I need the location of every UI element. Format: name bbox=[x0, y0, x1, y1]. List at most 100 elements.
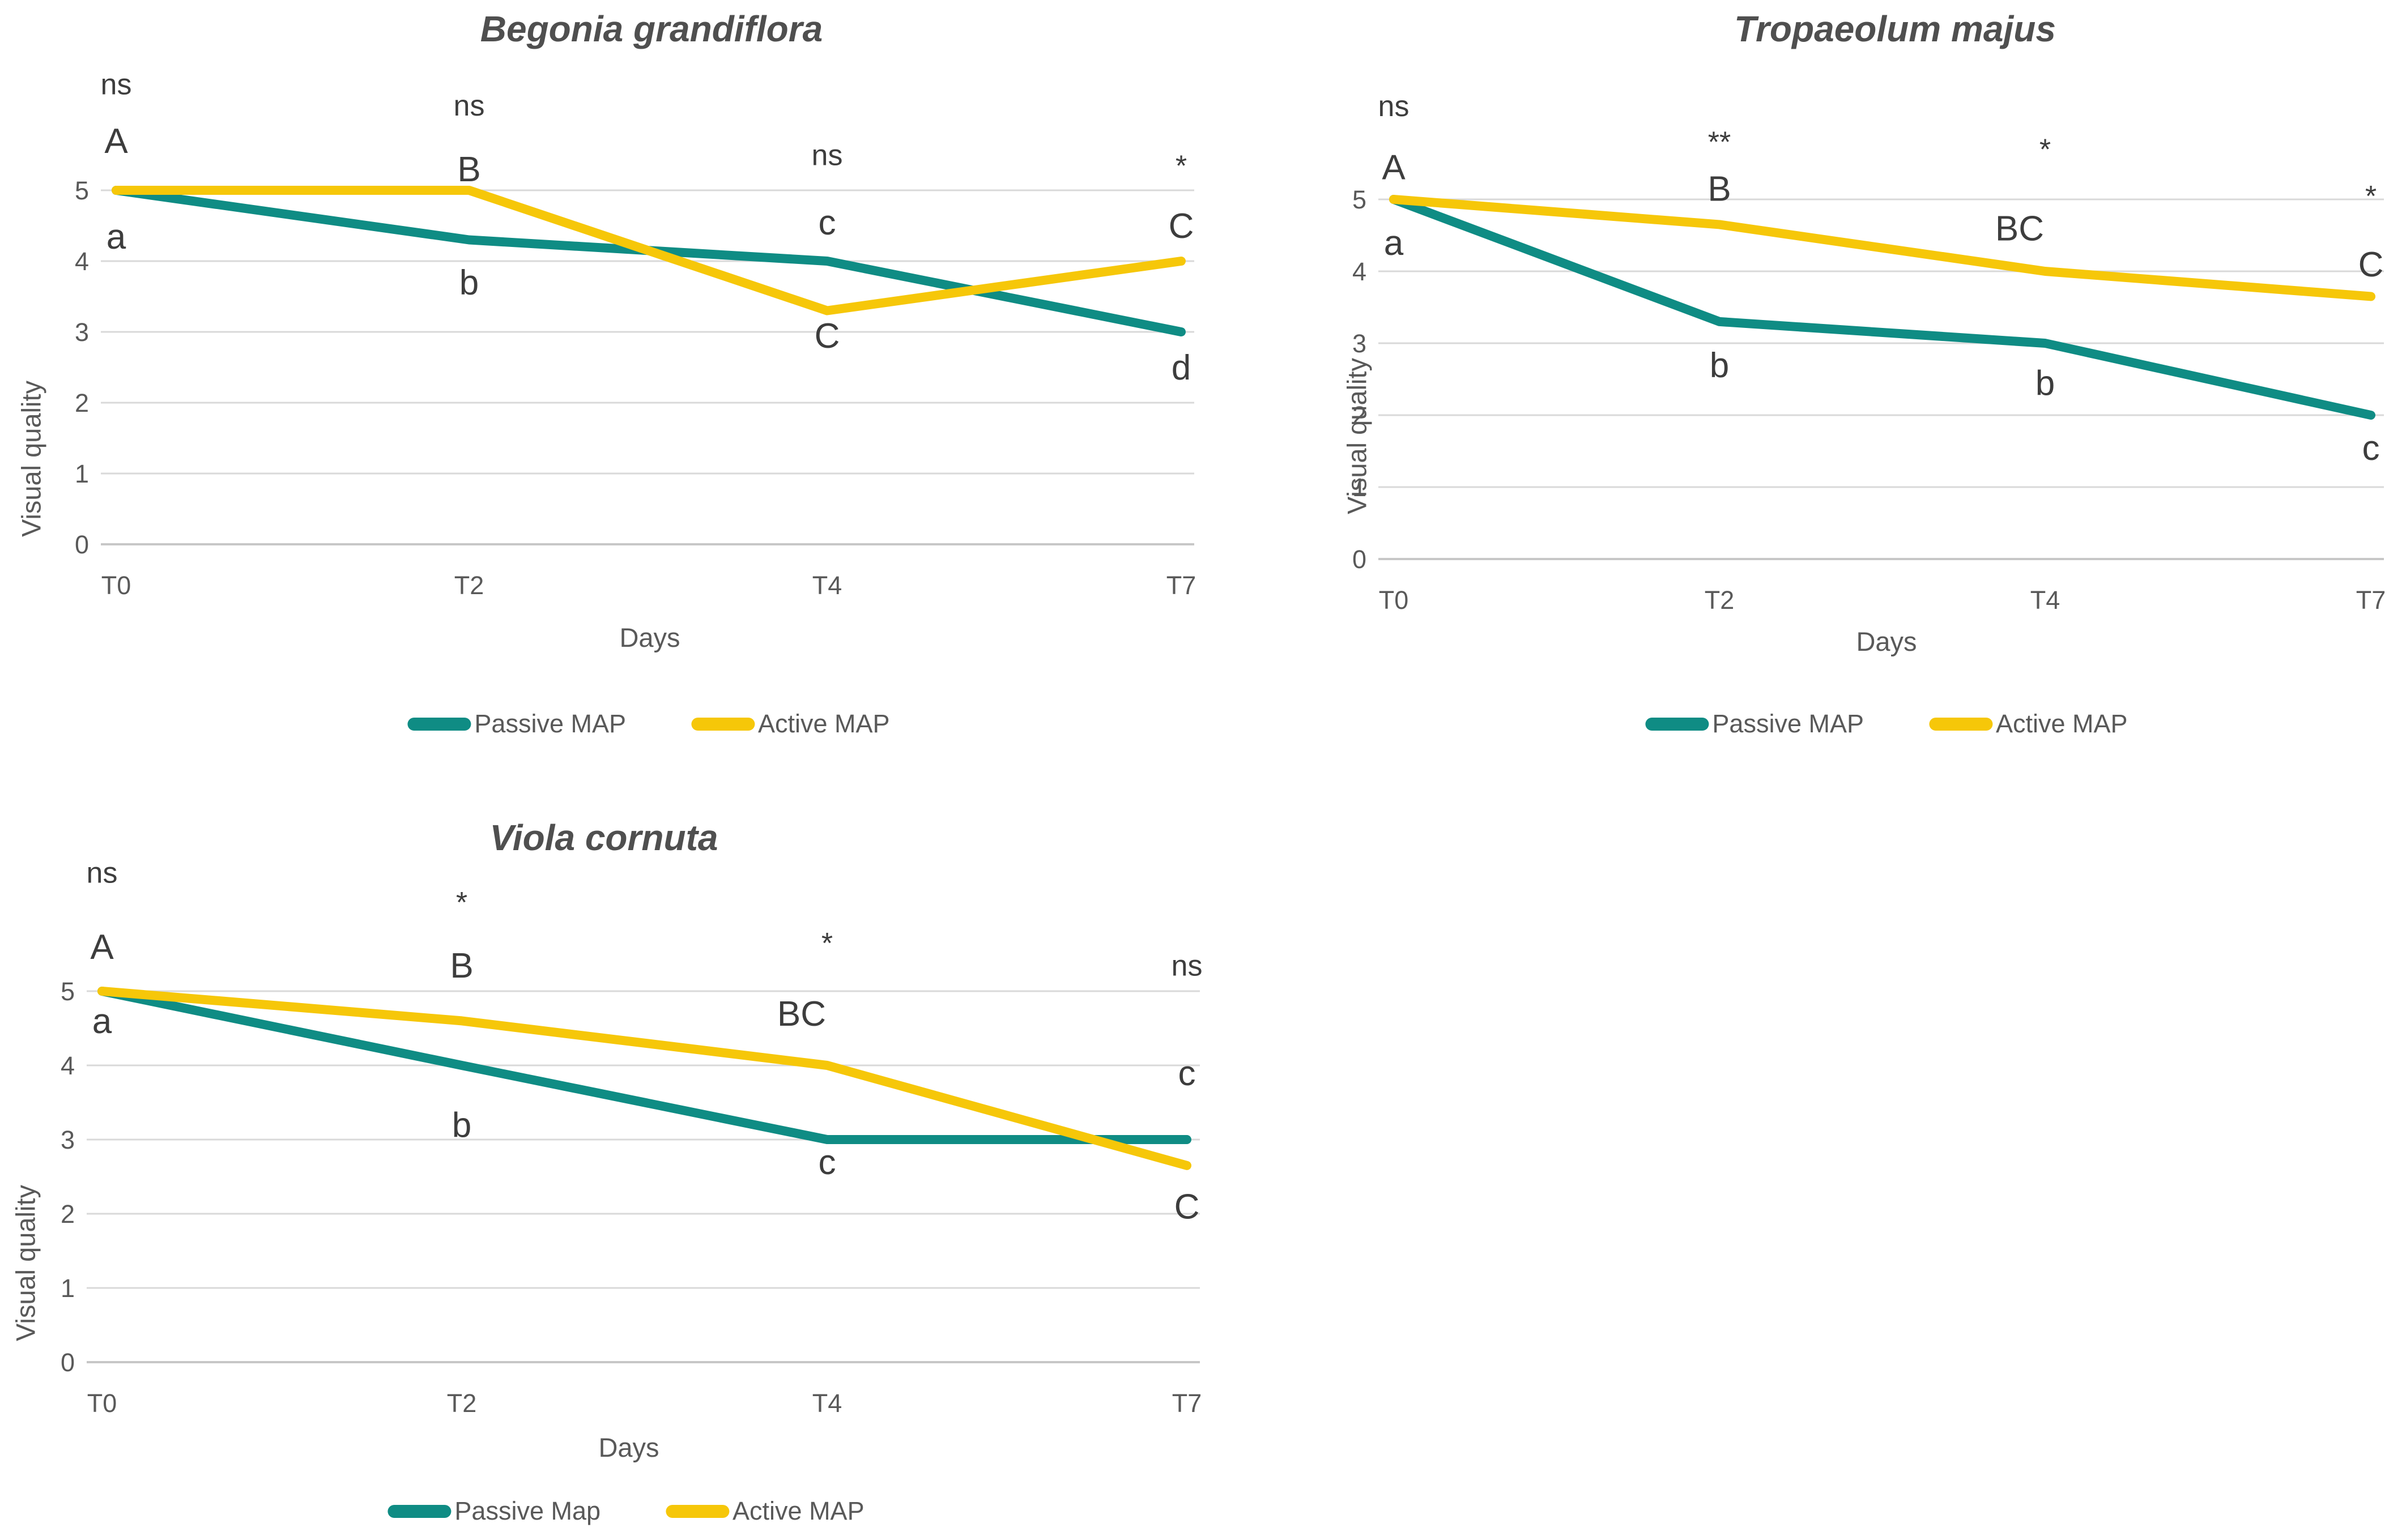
legend-item-passive: Passive MAP bbox=[407, 709, 626, 739]
y-tick-label: 3 bbox=[75, 318, 89, 347]
y-tick-label: 1 bbox=[1352, 473, 1366, 502]
x-tick-label: T4 bbox=[812, 571, 842, 600]
x-tick-label: T4 bbox=[2030, 586, 2060, 615]
significance-marker: * bbox=[821, 927, 833, 960]
letter-annotation: a bbox=[92, 1002, 112, 1041]
letter-annotation: b bbox=[2035, 364, 2055, 403]
chart-viola-cornuta: Viola cornuta Visual quality 0 1 2 3 4 5 T0 T2 T… bbox=[0, 793, 1263, 1540]
letter-annotation: d bbox=[1172, 348, 1191, 387]
letter-annotation: C bbox=[1169, 207, 1194, 246]
letter-annotation: a bbox=[107, 217, 126, 257]
x-tick-label: T7 bbox=[1166, 571, 1196, 600]
legend-item-passive: Passive Map bbox=[387, 1496, 601, 1526]
letter-annotation: c bbox=[819, 1143, 836, 1182]
y-tick-label: 5 bbox=[75, 176, 89, 205]
significance-marker: ns bbox=[812, 139, 843, 172]
legend-item-active: Active MAP bbox=[1929, 709, 2128, 739]
passive-map-swatch bbox=[387, 1504, 452, 1518]
passive-map-swatch bbox=[407, 717, 471, 731]
legend-label-active: Active MAP bbox=[733, 1496, 865, 1525]
letter-annotation: BC bbox=[777, 995, 826, 1034]
chart-title: Begonia grandiflora bbox=[480, 8, 823, 49]
chart-title: Viola cornuta bbox=[489, 817, 718, 858]
letter-annotation: A bbox=[90, 928, 114, 967]
passive-map-line bbox=[97, 987, 1191, 1144]
significance-marker: ** bbox=[1708, 126, 1731, 159]
legend-item-passive: Passive MAP bbox=[1645, 709, 1864, 739]
x-tick-label: T0 bbox=[87, 1389, 117, 1418]
active-map-swatch bbox=[666, 1504, 730, 1518]
x-tick-label: T7 bbox=[1172, 1389, 1202, 1418]
significance-marker: ns bbox=[454, 89, 485, 122]
passive-map-swatch bbox=[1645, 717, 1709, 731]
legend-label-passive: Passive Map bbox=[454, 1496, 601, 1525]
letter-annotation: b bbox=[452, 1106, 471, 1145]
y-tick-label: 1 bbox=[61, 1274, 75, 1303]
significance-marker: * bbox=[2039, 133, 2051, 166]
legend: Passive Map Active MAP bbox=[387, 1496, 865, 1526]
significance-marker: * bbox=[456, 886, 467, 919]
y-tick-label: 0 bbox=[1352, 545, 1366, 574]
y-tick-label: 4 bbox=[75, 247, 89, 276]
legend-label-passive: Passive MAP bbox=[474, 709, 627, 738]
letter-annotation: b bbox=[1710, 346, 1729, 385]
letter-annotation: c bbox=[1178, 1054, 1196, 1093]
legend-label-active: Active MAP bbox=[1996, 709, 2128, 738]
x-axis-title: Days bbox=[598, 1432, 659, 1462]
significance-marker: * bbox=[2365, 180, 2377, 213]
x-tick-label: T7 bbox=[2356, 586, 2386, 615]
plot-area: 0 1 2 3 4 5 T0 T2 T4 T7 ns Aa ns Bb ns c C * Cd bbox=[75, 69, 1196, 600]
y-tick-label: 3 bbox=[1352, 329, 1366, 358]
letter-annotation: B bbox=[457, 150, 480, 189]
letter-annotation: B bbox=[450, 946, 473, 986]
letter-annotation: c bbox=[2362, 429, 2380, 468]
y-tick-label: 2 bbox=[61, 1200, 75, 1228]
x-tick-label: T2 bbox=[454, 571, 484, 600]
plot-area: 0 1 2 3 4 5 T0 T2 T4 T7 ns Aa ** Bb * BC b * Cc bbox=[1352, 90, 2386, 615]
y-tick-label: 3 bbox=[61, 1125, 75, 1154]
y-tick-label: 4 bbox=[61, 1051, 75, 1080]
significance-marker: ns bbox=[1172, 949, 1203, 982]
x-tick-label: T2 bbox=[1705, 586, 1735, 615]
x-tick-label: T4 bbox=[812, 1389, 842, 1418]
letter-annotation: C bbox=[2358, 245, 2384, 284]
y-tick-label: 5 bbox=[1352, 185, 1366, 214]
active-map-swatch bbox=[1929, 717, 1993, 731]
significance-marker: ns bbox=[87, 857, 118, 890]
y-tick-label: 5 bbox=[61, 977, 75, 1006]
active-map-line bbox=[112, 186, 1186, 315]
letter-annotation: A bbox=[1382, 148, 1406, 187]
significance-marker: ns bbox=[1378, 90, 1409, 123]
x-tick-label: T0 bbox=[1379, 586, 1409, 615]
active-map-line bbox=[97, 987, 1191, 1170]
legend-item-active: Active MAP bbox=[691, 709, 890, 739]
letter-annotation: C bbox=[815, 317, 840, 356]
x-axis-title: Days bbox=[619, 622, 680, 652]
y-tick-label: 1 bbox=[75, 459, 89, 488]
legend: Passive MAP Active MAP bbox=[407, 709, 890, 739]
significance-marker: * bbox=[1176, 150, 1187, 182]
y-tick-label: 2 bbox=[1352, 401, 1366, 430]
letter-annotation: C bbox=[1174, 1188, 1200, 1227]
chart-tropaeolum-majus: Tropaeolum majus Visual quality 0 1 2 3 4 5 T0… bbox=[1275, 0, 2406, 793]
legend-item-active: Active MAP bbox=[666, 1496, 865, 1526]
letter-annotation: A bbox=[104, 122, 128, 161]
plot-area: 0 1 2 3 4 5 T0 T2 T4 T7 ns Aa * Bb * BC c ns c C bbox=[61, 857, 1203, 1418]
letter-annotation: c bbox=[819, 203, 836, 242]
active-map-swatch bbox=[691, 717, 755, 731]
y-tick-label: 4 bbox=[1352, 257, 1366, 286]
chart-title: Tropaeolum majus bbox=[1734, 8, 2056, 49]
letter-annotation: BC bbox=[1995, 210, 2044, 249]
x-tick-label: T0 bbox=[101, 571, 131, 600]
x-axis-title: Days bbox=[1856, 626, 1917, 656]
x-tick-label: T2 bbox=[447, 1389, 477, 1418]
legend: Passive MAP Active MAP bbox=[1645, 709, 2128, 739]
y-tick-label: 2 bbox=[75, 389, 89, 417]
passive-map-line bbox=[1389, 195, 2375, 420]
legend-label-passive: Passive MAP bbox=[1712, 709, 1864, 738]
active-map-line bbox=[1389, 195, 2375, 301]
letter-annotation: a bbox=[1384, 224, 1404, 263]
letter-annotation: B bbox=[1707, 170, 1731, 209]
y-tick-label: 0 bbox=[61, 1348, 75, 1377]
